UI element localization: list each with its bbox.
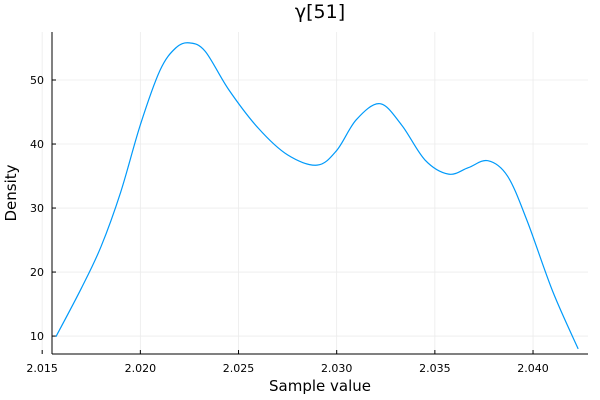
y-axis-ticks: 10 20 30 40 50 bbox=[30, 74, 56, 343]
y-tick-label: 40 bbox=[30, 138, 44, 151]
x-axis-ticks: 2.015 2.020 2.025 2.030 2.035 2.040 bbox=[26, 350, 549, 375]
y-tick-label: 30 bbox=[30, 202, 44, 215]
x-tick-label: 2.030 bbox=[321, 362, 353, 375]
chart-title: γ[51] bbox=[295, 1, 345, 23]
density-series-line bbox=[55, 42, 579, 350]
x-axis-title: Sample value bbox=[269, 377, 371, 395]
x-tick-label: 2.040 bbox=[517, 362, 549, 375]
x-tick-label: 2.035 bbox=[419, 362, 451, 375]
y-tick-label: 10 bbox=[30, 330, 44, 343]
y-tick-label: 50 bbox=[30, 74, 44, 87]
y-axis-title: Density bbox=[2, 164, 20, 221]
x-tick-label: 2.020 bbox=[125, 362, 157, 375]
y-tick-label: 20 bbox=[30, 266, 44, 279]
grid-lines bbox=[41, 32, 588, 354]
x-tick-label: 2.025 bbox=[223, 362, 255, 375]
x-tick-label: 2.015 bbox=[26, 362, 58, 375]
